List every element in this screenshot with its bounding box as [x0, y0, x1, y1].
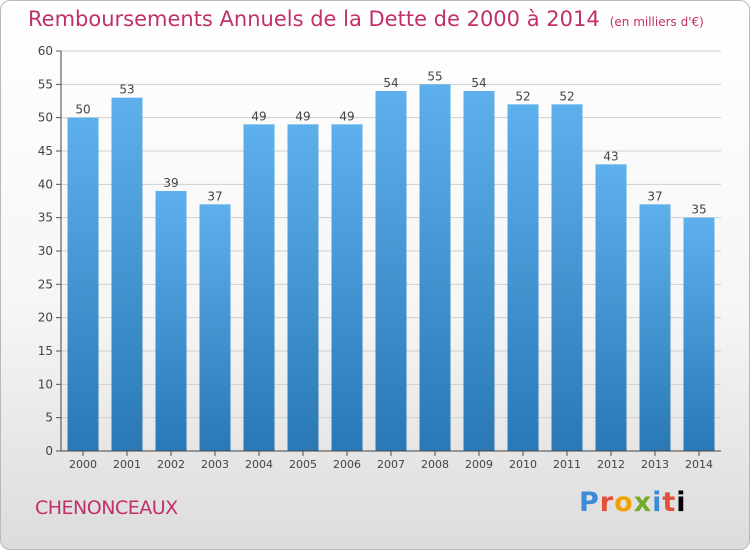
x-tick-label: 2004: [245, 458, 273, 471]
data-label: 49: [251, 109, 266, 123]
x-tick-label: 2006: [333, 458, 361, 471]
x-tick-label: 2007: [377, 458, 405, 471]
y-tick-label: 20: [38, 311, 53, 325]
x-tick-label: 2010: [509, 458, 537, 471]
data-label: 39: [163, 176, 178, 190]
chart-unit: (en milliers d'€): [609, 15, 704, 29]
axes: 0 5 10 15 20 25 30 35 40 45 50 55 60 2000 2001 2002 2003…: [38, 44, 721, 471]
y-tick-label: 35: [38, 211, 53, 225]
y-tick-label: 45: [38, 144, 53, 158]
bars: 50 53 39 37 49 49 49 54 55 54 52 52 43 37 35: [67, 69, 715, 452]
y-tick-label: 15: [38, 344, 53, 358]
x-tick-label: 2003: [201, 458, 229, 471]
commune-name: CHENONCEAUX: [35, 497, 178, 519]
data-label: 49: [339, 109, 354, 123]
bar: [463, 91, 495, 451]
y-tick-label: 55: [38, 77, 53, 91]
data-label: 49: [295, 109, 310, 123]
x-tick-label: 2012: [597, 458, 625, 471]
bar: [199, 204, 231, 451]
x-tick-label: 2014: [685, 458, 713, 471]
bar: [639, 204, 671, 451]
data-label: 54: [383, 76, 398, 90]
data-label: 37: [207, 189, 222, 203]
bar: [111, 97, 143, 452]
chart-title: Remboursements Annuels de la Dette de 20…: [28, 7, 600, 31]
x-tick-label: 2013: [641, 458, 669, 471]
data-label: 37: [647, 189, 662, 203]
bar: [287, 124, 319, 451]
bar: [67, 117, 99, 452]
y-tick-label: 5: [45, 411, 53, 425]
bar: [551, 104, 583, 451]
y-tick-label: 30: [38, 244, 53, 258]
y-tick-label: 25: [38, 277, 53, 291]
y-tick-label: 50: [38, 111, 53, 125]
data-label: 50: [75, 103, 90, 117]
data-label: 52: [559, 89, 574, 103]
y-tick-label: 0: [45, 444, 53, 458]
x-tick-label: 2008: [421, 458, 449, 471]
bar: [419, 84, 451, 451]
bar: [683, 217, 715, 451]
data-label: 53: [119, 83, 134, 97]
y-tick-label: 60: [38, 44, 53, 58]
bar: [595, 164, 627, 452]
bar: [507, 104, 539, 451]
title-line: Remboursements Annuels de la Dette de 20…: [28, 7, 704, 31]
bar: [331, 124, 363, 451]
data-label: 54: [471, 76, 486, 90]
y-tick-label: 40: [38, 177, 53, 191]
bar: [155, 191, 187, 451]
x-tick-label: 2005: [289, 458, 317, 471]
x-tick-label: 2001: [113, 458, 141, 471]
x-tick-label: 2009: [465, 458, 493, 471]
x-tick-label: 2011: [553, 458, 581, 471]
data-label: 55: [427, 69, 442, 83]
y-tick-label: 10: [38, 377, 53, 391]
data-label: 52: [515, 89, 530, 103]
x-tick-label: 2000: [69, 458, 97, 471]
bar: [243, 124, 275, 451]
brand-logo: Proxiti: [579, 487, 687, 518]
bar: [375, 91, 407, 451]
x-tick-label: 2002: [157, 458, 185, 471]
data-label: 43: [603, 149, 618, 163]
data-label: 35: [691, 203, 706, 217]
